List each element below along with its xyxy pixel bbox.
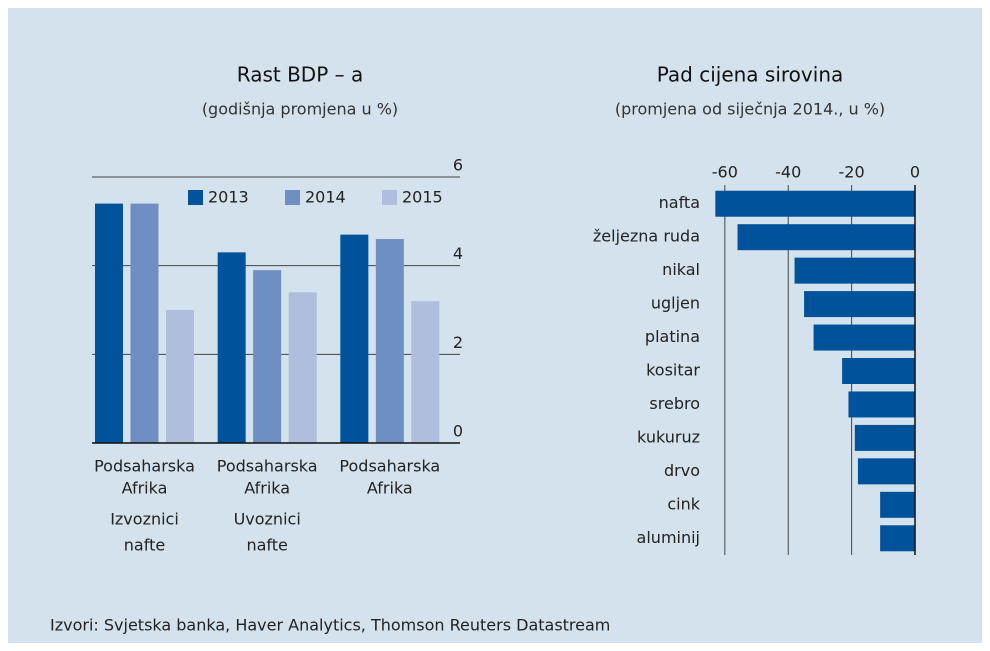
legend-swatch	[382, 190, 397, 205]
x-tick-label: 0	[910, 163, 920, 182]
chart-title: Rast BDP – a	[237, 63, 363, 87]
x-tick-label: Podsaharska	[217, 457, 318, 476]
bar	[411, 301, 440, 443]
x-tick-label: Podsaharska	[94, 457, 195, 476]
y-tick-label: srebro	[649, 394, 700, 413]
y-tick-label: platina	[645, 327, 700, 346]
bar	[375, 239, 404, 443]
x-tick-label: Afrika	[122, 479, 168, 498]
y-tick-label: 2	[453, 333, 463, 352]
legend-label: 2015	[402, 188, 443, 207]
chart-subtitle: (godišnja promjena u %)	[202, 100, 398, 119]
source: Izvori: Svjetska banka, Haver Analytics,…	[50, 616, 610, 635]
bar	[842, 358, 915, 384]
legend-swatch	[285, 190, 300, 205]
y-tick-label: ugljen	[651, 294, 700, 313]
y-tick-label: željezna ruda	[593, 227, 700, 246]
y-tick-label: 6	[453, 156, 463, 175]
bar	[848, 391, 915, 418]
x-tick-label: Podsaharska	[339, 457, 440, 476]
bar	[854, 424, 915, 451]
y-tick-label: kositar	[646, 361, 700, 380]
y-tick-label: 0	[453, 422, 463, 441]
bar	[217, 252, 246, 443]
bar	[880, 491, 915, 518]
bar	[253, 270, 282, 443]
legend-label: 2013	[208, 188, 249, 207]
y-tick-label: 4	[453, 244, 463, 263]
bar	[813, 324, 915, 351]
bar	[340, 234, 369, 443]
bar	[715, 190, 915, 217]
y-tick-label: cink	[667, 494, 700, 513]
x-tick-label: Uvoznici	[234, 510, 301, 529]
y-tick-label: nikal	[662, 260, 700, 279]
y-tick-label: nafta	[659, 193, 700, 212]
y-tick-label: drvo	[664, 461, 700, 480]
bar	[95, 203, 123, 443]
x-tick-label: nafte	[124, 536, 165, 555]
bar	[166, 310, 194, 443]
bar	[880, 525, 915, 552]
bar	[737, 224, 915, 251]
chart-subtitle: (promjena od siječnja 2014., u %)	[615, 100, 885, 119]
x-tick-label: Izvoznici	[110, 510, 179, 529]
x-tick-label: -20	[839, 163, 865, 182]
x-tick-label: -60	[712, 163, 738, 182]
chart-title: Pad cijena sirovina	[657, 63, 844, 87]
bar	[288, 292, 317, 443]
x-tick-label: -40	[775, 163, 801, 182]
x-tick-label: nafte	[246, 536, 287, 555]
bar	[804, 291, 915, 318]
x-tick-label: Afrika	[244, 479, 290, 498]
legend-swatch	[188, 190, 203, 205]
x-tick-label: Afrika	[367, 479, 413, 498]
y-tick-label: kukuruz	[637, 427, 700, 446]
bar	[794, 257, 915, 284]
bar	[857, 458, 915, 485]
legend-label: 2014	[305, 188, 346, 207]
bar	[130, 203, 159, 443]
y-tick-label: aluminij	[637, 528, 700, 547]
